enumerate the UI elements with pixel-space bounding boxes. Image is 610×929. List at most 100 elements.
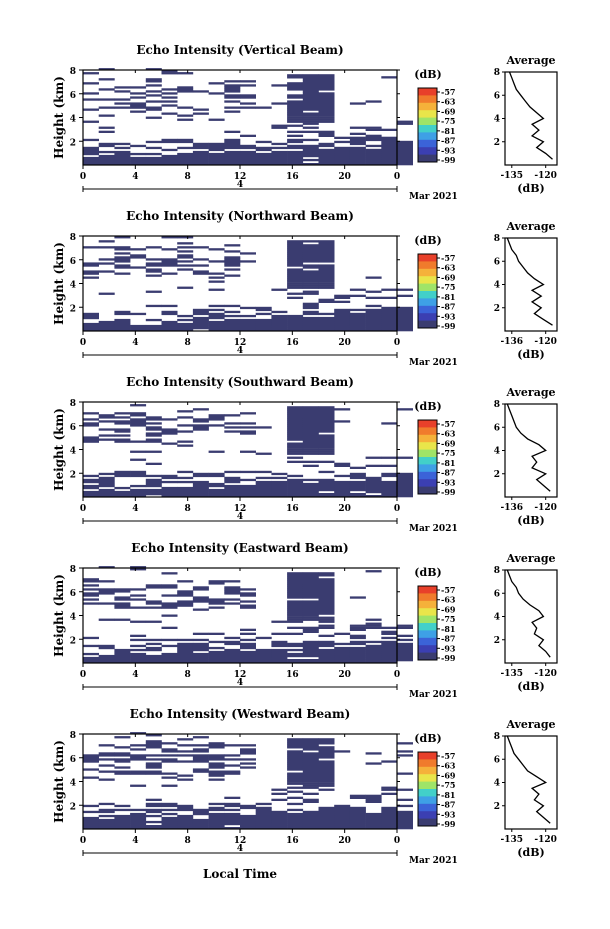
echo-cell [83, 72, 99, 75]
echo-cell [287, 582, 304, 585]
echo-cell [287, 478, 304, 482]
echo-cell [145, 804, 162, 808]
echo-cell [240, 306, 256, 310]
echo-cell [397, 634, 413, 637]
echo-cell [287, 102, 304, 105]
echo-cell [83, 262, 99, 265]
echo-cell [83, 480, 99, 484]
echo-cell [98, 808, 115, 812]
echo-cell [161, 327, 178, 330]
echo-cell [302, 495, 319, 498]
echo-cell [271, 480, 288, 484]
echo-cell [318, 584, 335, 587]
colorbar-segment [418, 154, 437, 163]
echo-cell [145, 746, 162, 749]
echo-cell [130, 254, 147, 257]
echo-cell [287, 825, 304, 828]
echo-cell [192, 322, 209, 326]
echo-cell [287, 418, 304, 421]
echo-cell [161, 488, 178, 492]
echo-cell [224, 802, 241, 806]
echo-cell [349, 650, 366, 654]
echo-cell [192, 324, 209, 328]
echo-cell [334, 152, 351, 156]
echo-cell [224, 154, 241, 158]
echo-cell [114, 412, 131, 415]
echo-cell [302, 102, 319, 105]
echo-cell [208, 602, 225, 605]
echo-cell [287, 161, 304, 164]
echo-cell [334, 294, 351, 297]
echo-cell [208, 825, 225, 828]
echo-cell [177, 470, 194, 474]
echo-cell [271, 792, 288, 795]
echo-cell [177, 254, 194, 257]
echo-cell [161, 324, 178, 328]
x-tick-label: 8 [185, 670, 191, 680]
echo-cell [365, 329, 382, 332]
echo-cell [192, 150, 209, 154]
echo-cell [224, 310, 241, 314]
echo-cell [255, 158, 272, 162]
y-tick-label: 4 [70, 115, 76, 125]
echo-cell [302, 740, 319, 743]
avg-y-tick-label: 8 [494, 732, 500, 742]
echo-cell [177, 646, 194, 650]
echo-cell [145, 146, 162, 150]
echo-cell [302, 792, 319, 795]
echo-cell [318, 634, 335, 637]
echo-cell [240, 84, 256, 87]
echo-cell [83, 438, 99, 441]
echo-cell [114, 814, 131, 818]
avg-y-tick-label: 4 [494, 281, 500, 291]
month-label: Mar 2021 [409, 690, 458, 700]
echo-cell [318, 644, 335, 648]
echo-cell [145, 68, 162, 71]
colorbar-segment [418, 427, 437, 436]
echo-cell [224, 110, 241, 113]
echo-cell [302, 316, 319, 320]
echo-cell [271, 84, 288, 87]
echo-cell [334, 806, 351, 810]
echo-cell [224, 656, 241, 660]
echo-cell [302, 588, 319, 591]
echo-cell [365, 490, 382, 494]
echo-cell [287, 410, 304, 413]
echo-cell [287, 448, 304, 451]
echo-cell [381, 661, 398, 664]
echo-cell [177, 410, 194, 413]
echo-cell [287, 786, 304, 789]
echo-cell [318, 428, 335, 431]
echo-cell [271, 495, 288, 498]
echo-cell [240, 146, 256, 150]
echo-cell [240, 156, 256, 160]
day-label: 4 [237, 346, 243, 356]
colorbar-tick-label: -57 [441, 419, 455, 429]
echo-cell [192, 825, 209, 828]
echo-cell [302, 646, 319, 650]
echo-cell [318, 144, 335, 148]
echo-cell [98, 472, 115, 476]
echo-cell [365, 484, 382, 488]
echo-cell [287, 752, 304, 755]
echo-cell [397, 816, 413, 820]
colorbar-tick-label: -75 [441, 448, 455, 458]
echo-cell [192, 812, 209, 816]
echo-cell [224, 304, 241, 308]
echo-cell [224, 640, 241, 644]
echo-cell [318, 270, 335, 273]
echo-cell [130, 161, 147, 164]
echo-cell [349, 816, 366, 820]
echo-cell [349, 596, 366, 599]
echo-cell [318, 478, 335, 482]
colorbar-frame [417, 253, 438, 329]
echo-cell [177, 268, 194, 271]
echo-cell [145, 620, 162, 623]
echo-cell [287, 248, 304, 251]
colorbar-tick-label: -93 [441, 643, 456, 653]
echo-cell [349, 324, 366, 328]
echo-cell [161, 614, 178, 617]
echo-cell [145, 480, 162, 484]
echo-cell [240, 604, 256, 607]
echo-cell [287, 424, 304, 427]
